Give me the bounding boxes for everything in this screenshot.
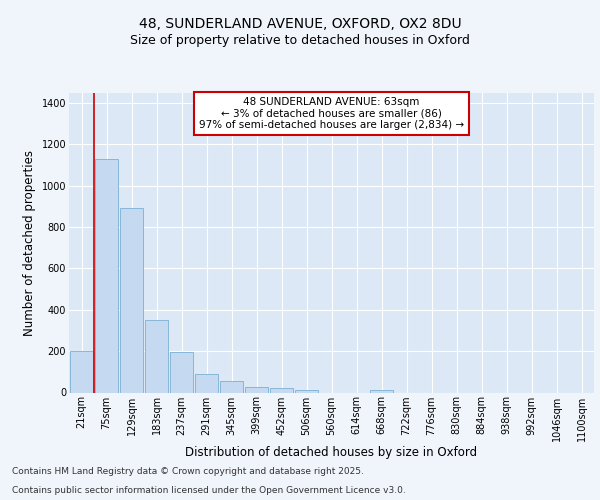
Bar [119, 208, 143, 392]
Bar [295, 390, 319, 392]
Bar [70, 351, 94, 393]
Text: Size of property relative to detached houses in Oxford: Size of property relative to detached ho… [130, 34, 470, 47]
Bar [245, 388, 268, 392]
Bar [269, 388, 293, 392]
Bar [194, 374, 218, 392]
Text: 48 SUNDERLAND AVENUE: 63sqm
← 3% of detached houses are smaller (86)
97% of semi: 48 SUNDERLAND AVENUE: 63sqm ← 3% of deta… [199, 97, 464, 130]
Bar [95, 158, 118, 392]
Bar [145, 320, 169, 392]
Text: 48, SUNDERLAND AVENUE, OXFORD, OX2 8DU: 48, SUNDERLAND AVENUE, OXFORD, OX2 8DU [139, 18, 461, 32]
Bar [370, 390, 394, 392]
Text: Contains HM Land Registry data © Crown copyright and database right 2025.: Contains HM Land Registry data © Crown c… [12, 467, 364, 476]
X-axis label: Distribution of detached houses by size in Oxford: Distribution of detached houses by size … [185, 446, 478, 459]
Text: Contains public sector information licensed under the Open Government Licence v3: Contains public sector information licen… [12, 486, 406, 495]
Y-axis label: Number of detached properties: Number of detached properties [23, 150, 36, 336]
Bar [170, 352, 193, 393]
Bar [220, 380, 244, 392]
